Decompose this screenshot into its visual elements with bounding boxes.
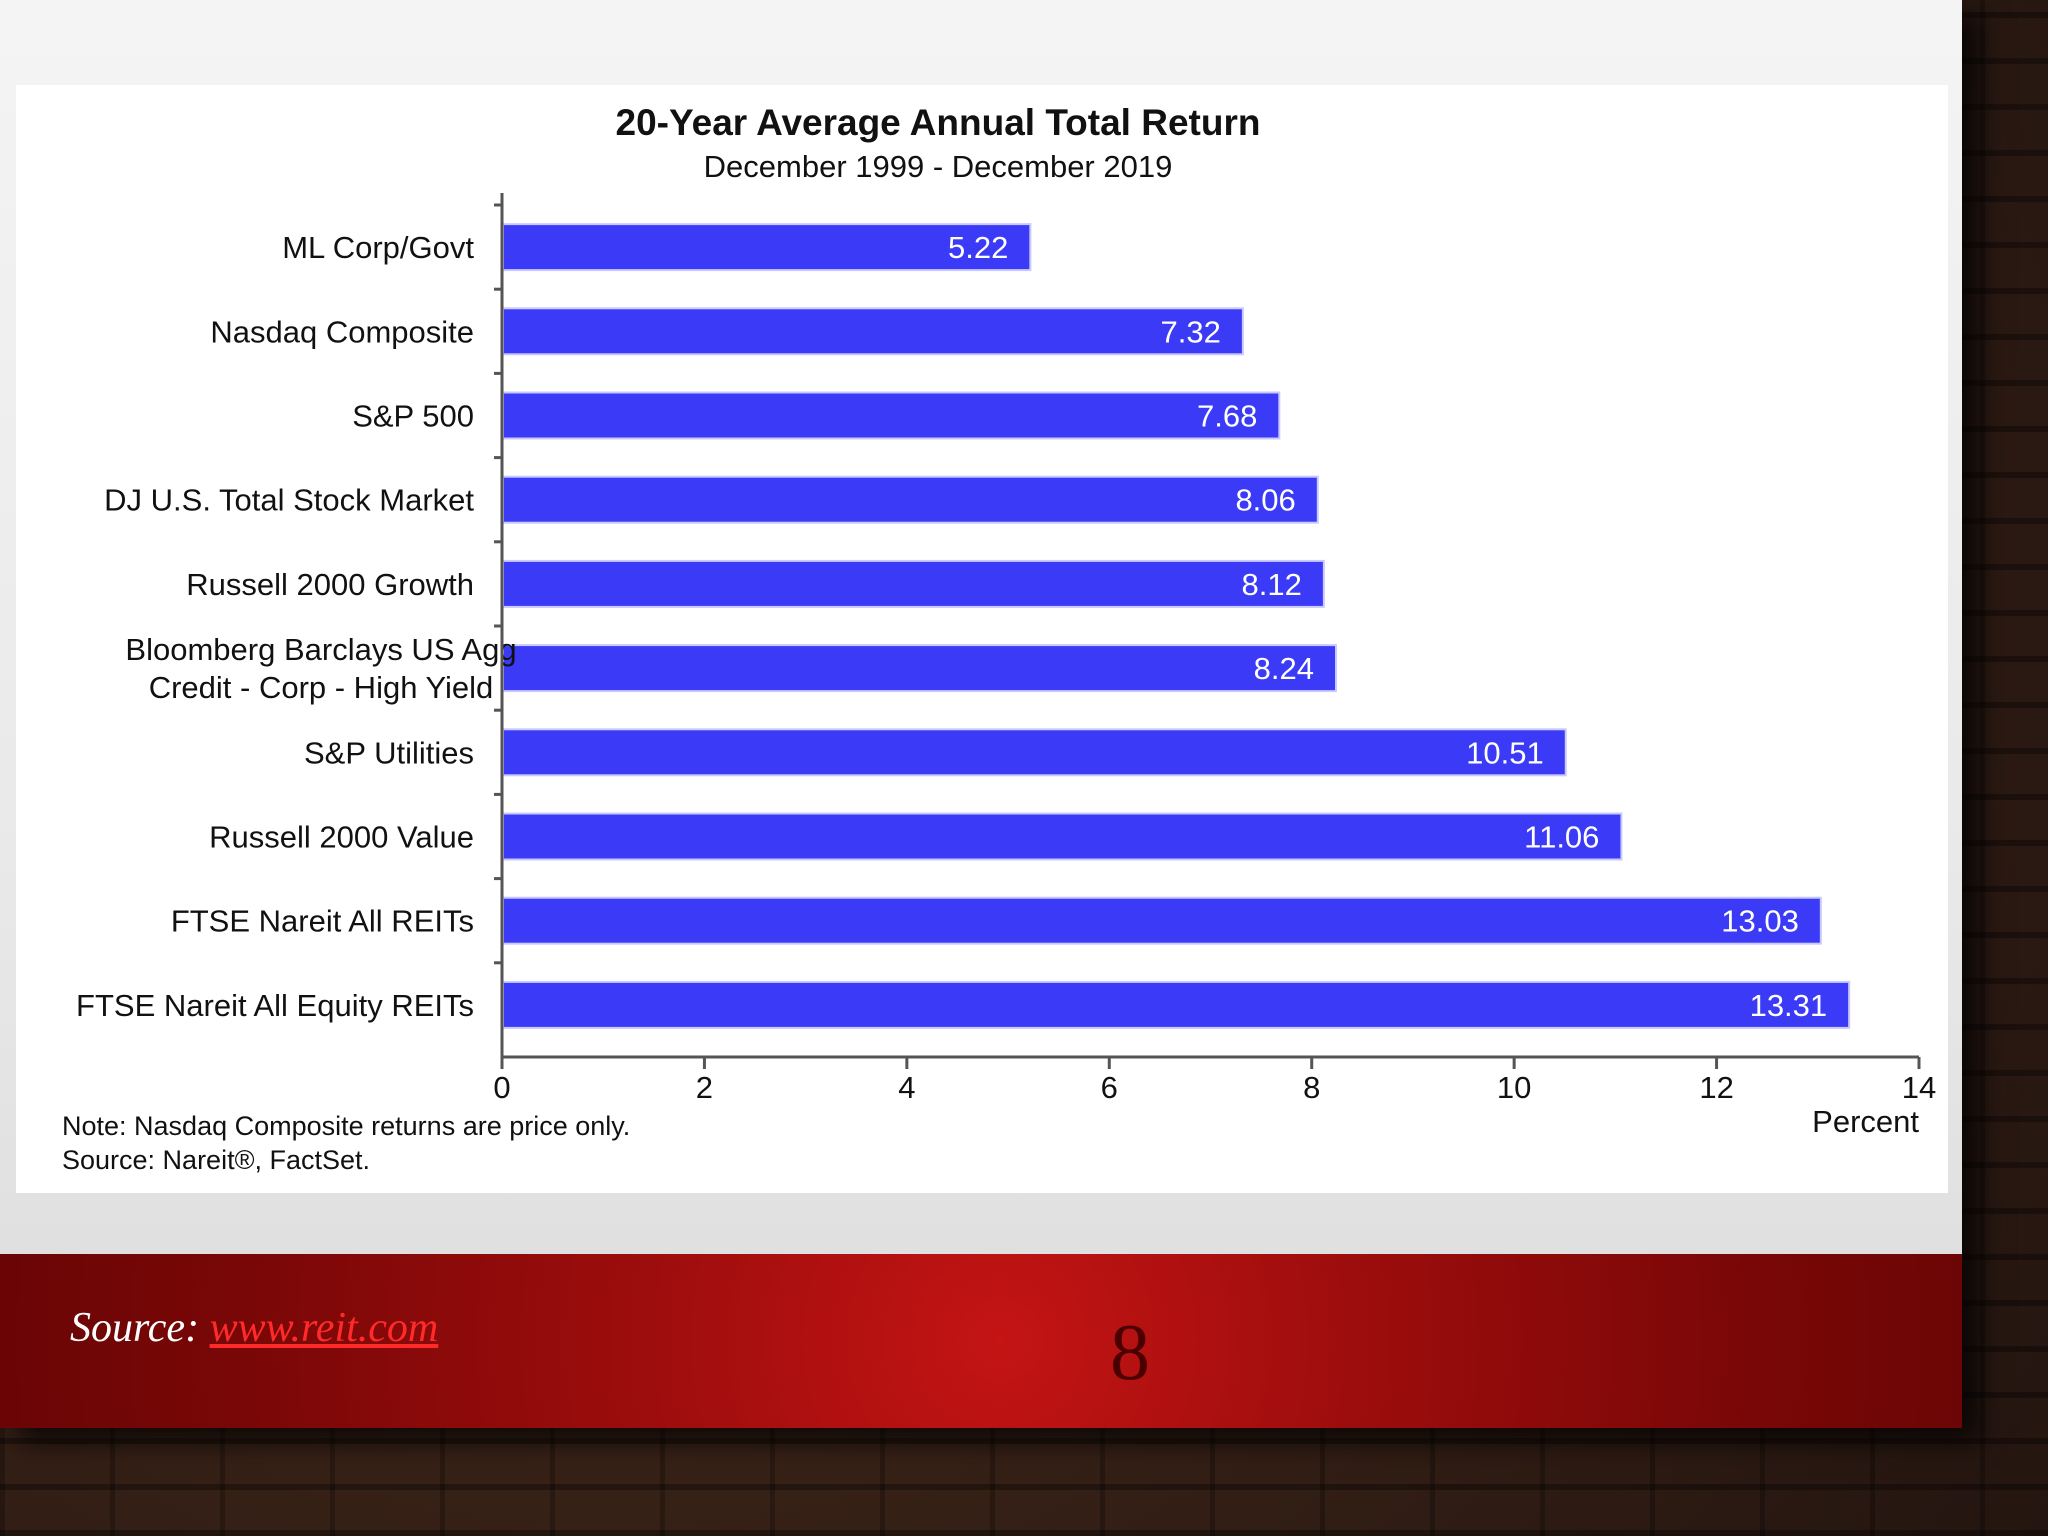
bar-1 — [502, 307, 1244, 356]
source-note-text: Source: Nareit®, FactSet. — [62, 1145, 371, 1175]
footer-band — [0, 1254, 1962, 1428]
x-axis-label: Percent — [1812, 1104, 1919, 1139]
category-label-1: Nasdaq Composite — [210, 314, 474, 349]
bar-value-label-2: 7.68 — [1197, 399, 1257, 434]
bar-8 — [502, 896, 1822, 945]
bar-value-label-6: 10.51 — [1466, 735, 1544, 770]
footer-source: Source: www.reit.com — [70, 1304, 438, 1352]
bar-6 — [502, 728, 1567, 777]
chart-title: 20-Year Average Annual Total Return — [616, 102, 1261, 143]
x-tick-label-3: 6 — [1101, 1070, 1118, 1105]
bar-value-label-3: 8.06 — [1235, 483, 1295, 518]
bar-value-label-4: 8.12 — [1242, 567, 1302, 602]
bar-4 — [502, 559, 1325, 608]
bar-chart: 20-Year Average Annual Total Return Dece… — [76, 102, 1936, 1139]
chart-panel: 20-Year Average Annual Total Return Dece… — [16, 85, 1948, 1193]
category-label-6: S&P Utilities — [304, 735, 474, 770]
page-number: 8 — [1110, 1309, 1150, 1397]
bars-layer: 5.22 ML Corp/Govt 7.32 Nasdaq Composite 7.68… — [76, 223, 1851, 1029]
bar-5 — [502, 644, 1338, 693]
bar-value-label-0: 5.22 — [948, 230, 1008, 265]
category-label-8: FTSE Nareit All REITs — [171, 904, 474, 939]
category-label-7: Russell 2000 Value — [209, 820, 474, 855]
x-tick-label-4: 8 — [1303, 1070, 1320, 1105]
category-label-0: ML Corp/Govt — [282, 230, 474, 265]
bar-9 — [502, 980, 1851, 1029]
category-label-5-line-0: Bloomberg Barclays US Agg — [125, 632, 516, 667]
slide: 20-Year Average Annual Total Return Dece… — [0, 0, 1962, 1428]
category-label-4: Russell 2000 Growth — [186, 567, 474, 602]
footer-source-prefix: Source: — [70, 1305, 210, 1351]
bar-7 — [502, 812, 1623, 861]
category-label-5-line-1: Credit - Corp - High Yield — [149, 670, 494, 705]
note-text: Note: Nasdaq Composite returns are price… — [62, 1111, 631, 1141]
bar-value-label-9: 13.31 — [1750, 988, 1828, 1023]
category-label-3: DJ U.S. Total Stock Market — [104, 483, 474, 518]
category-label-9: FTSE Nareit All Equity REITs — [76, 988, 474, 1023]
chart-subtitle: December 1999 - December 2019 — [704, 149, 1173, 184]
bar-2 — [502, 391, 1281, 440]
bar-0 — [502, 223, 1032, 272]
category-label-2: S&P 500 — [352, 399, 474, 434]
bar-value-label-7: 11.06 — [1524, 820, 1599, 855]
x-tick-label-5: 10 — [1497, 1070, 1531, 1105]
bar-value-label-1: 7.32 — [1161, 314, 1221, 349]
bar-3 — [502, 475, 1319, 524]
axis-layer: 0 2 4 6 8 10 12 14 — [493, 193, 1936, 1105]
x-tick-label-0: 0 — [493, 1070, 510, 1105]
x-tick-label-6: 12 — [1699, 1070, 1733, 1105]
bar-value-label-8: 13.03 — [1721, 904, 1799, 939]
source-link[interactable]: www.reit.com — [209, 1305, 439, 1351]
bar-value-label-5: 8.24 — [1254, 651, 1314, 686]
x-tick-label-2: 4 — [898, 1070, 915, 1105]
x-tick-label-7: 14 — [1902, 1070, 1936, 1105]
x-tick-label-1: 2 — [696, 1070, 713, 1105]
